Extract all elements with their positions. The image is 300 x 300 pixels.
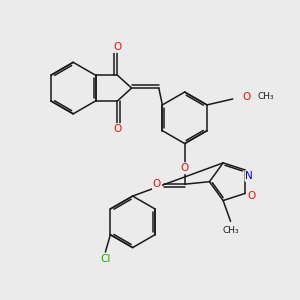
Text: O: O [181,163,189,173]
Text: O: O [113,124,122,134]
Text: O: O [242,92,251,102]
Text: N: N [245,171,253,181]
Text: O: O [153,179,161,189]
Text: CH₃: CH₃ [222,226,239,235]
Text: CH₃: CH₃ [257,92,274,101]
Text: O: O [247,191,255,201]
Text: Cl: Cl [100,254,111,265]
Text: O: O [113,42,122,52]
